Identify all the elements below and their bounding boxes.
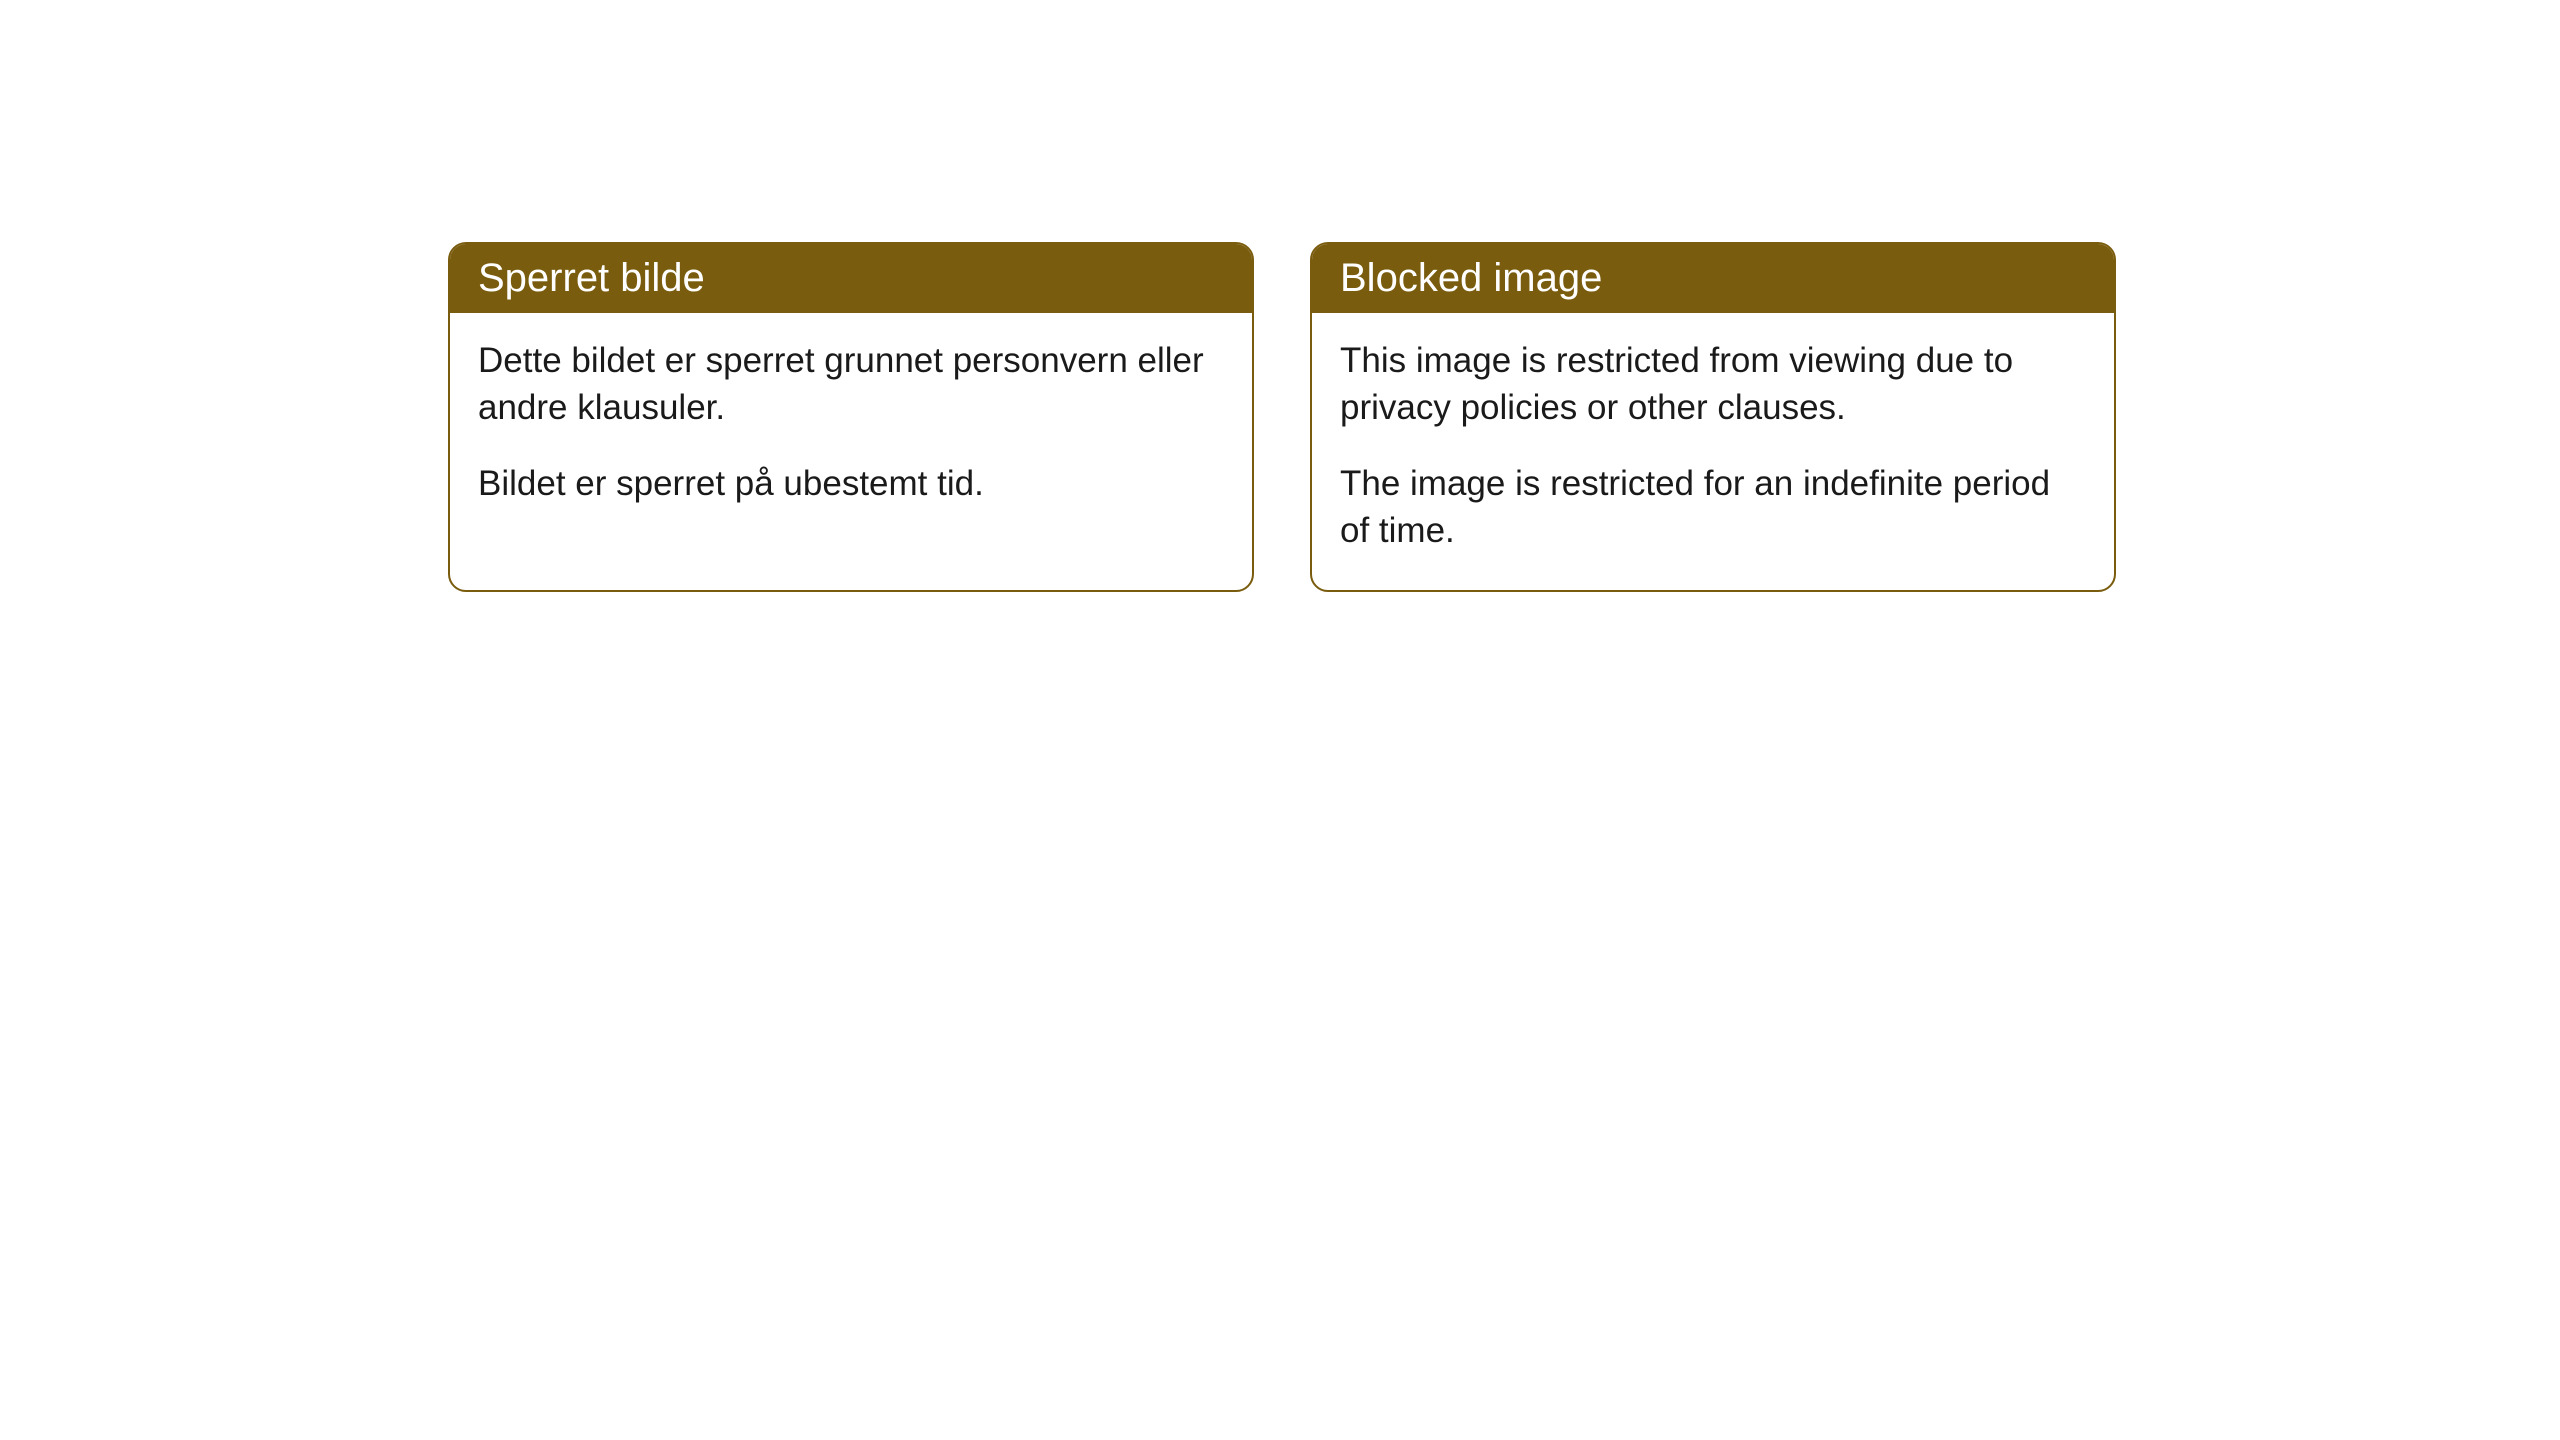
notice-cards-container: Sperret bilde Dette bildet er sperret gr… xyxy=(448,242,2116,592)
card-body: Dette bildet er sperret grunnet personve… xyxy=(450,313,1252,543)
card-paragraph-1: This image is restricted from viewing du… xyxy=(1340,337,2086,432)
card-paragraph-2: The image is restricted for an indefinit… xyxy=(1340,460,2086,555)
card-title: Blocked image xyxy=(1340,256,1602,300)
card-paragraph-1: Dette bildet er sperret grunnet personve… xyxy=(478,337,1224,432)
card-body: This image is restricted from viewing du… xyxy=(1312,313,2114,590)
card-paragraph-2: Bildet er sperret på ubestemt tid. xyxy=(478,460,1224,507)
card-header: Sperret bilde xyxy=(450,244,1252,313)
blocked-image-card-english: Blocked image This image is restricted f… xyxy=(1310,242,2116,592)
blocked-image-card-norwegian: Sperret bilde Dette bildet er sperret gr… xyxy=(448,242,1254,592)
card-header: Blocked image xyxy=(1312,244,2114,313)
card-title: Sperret bilde xyxy=(478,256,705,300)
